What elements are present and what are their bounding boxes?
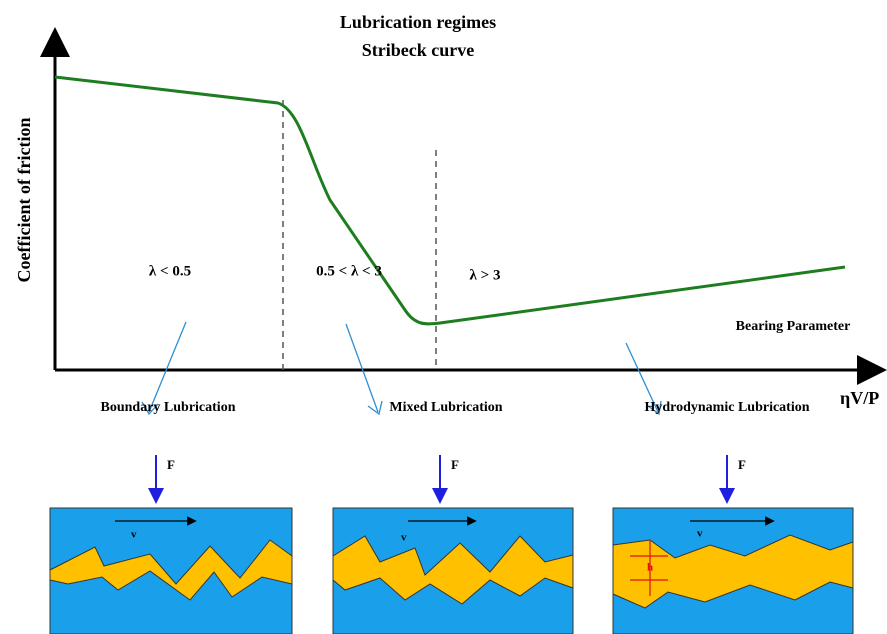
panel-label: Hydrodynamic Lubrication	[644, 400, 809, 415]
force-arrows	[156, 455, 727, 496]
stribeck-curve	[55, 77, 845, 324]
regime-label: λ < 0.5	[149, 263, 191, 279]
velocity-label: v	[697, 528, 703, 540]
title-line-2: Stribeck curve	[362, 40, 474, 60]
panels	[50, 508, 853, 634]
x-caption: Bearing Parameter	[736, 319, 851, 334]
velocity-label: v	[131, 529, 137, 541]
y-axis-label: Coefficient of friction	[14, 118, 34, 283]
panel-label: Mixed Lubrication	[389, 400, 502, 415]
title-line-1: Lubrication regimes	[340, 12, 496, 32]
regime-label: 0.5 < λ < 3	[316, 263, 382, 279]
regime-label: λ > 3	[470, 267, 501, 283]
velocity-label: v	[401, 532, 407, 544]
panel-label: Boundary Lubrication	[101, 400, 236, 415]
gap-label: h	[647, 562, 653, 574]
stribeck-diagram: Lubrication regimes Stribeck curve Coeff…	[0, 0, 887, 634]
force-label: F	[167, 457, 175, 472]
x-axis-label: ηV/P	[840, 388, 879, 408]
force-label: F	[451, 457, 459, 472]
force-label: F	[738, 457, 746, 472]
